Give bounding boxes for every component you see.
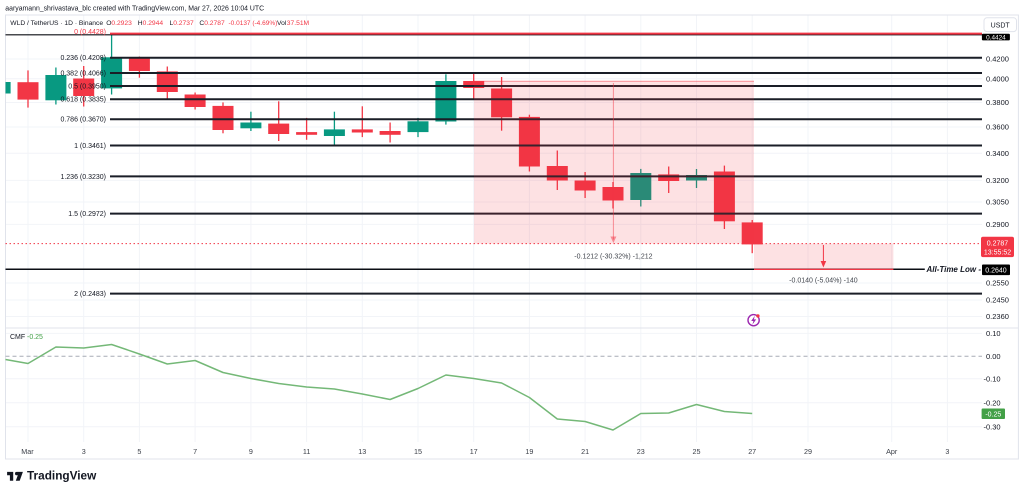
svg-text:Apr: Apr [886, 447, 898, 456]
svg-text:13: 13 [358, 447, 366, 456]
svg-text:0.3800: 0.3800 [986, 98, 1009, 107]
svg-text:-0.0140 (-5.04%) -140: -0.0140 (-5.04%) -140 [789, 278, 858, 285]
svg-text:0.4424: 0.4424 [986, 34, 1006, 41]
svg-text:1.236 (0.3230): 1.236 (0.3230) [60, 174, 106, 181]
svg-text:USDT: USDT [991, 22, 1011, 29]
svg-text:0.4000: 0.4000 [986, 75, 1009, 84]
svg-text:0.4200: 0.4200 [986, 55, 1009, 64]
svg-text:0.2360: 0.2360 [986, 312, 1009, 321]
svg-text:0.2640: 0.2640 [985, 267, 1007, 274]
svg-text:0 (0.4428): 0 (0.4428) [74, 29, 106, 36]
svg-text:-0.30: -0.30 [984, 422, 1001, 431]
svg-text:7: 7 [193, 447, 197, 456]
svg-text:0.3200: 0.3200 [986, 176, 1009, 185]
svg-text:TradingView: TradingView [27, 469, 97, 483]
svg-text:3: 3 [82, 447, 86, 456]
svg-text:-0.25: -0.25 [27, 334, 43, 341]
svg-text:5: 5 [137, 447, 141, 456]
svg-text:All-Time Low -: All-Time Low - [925, 265, 981, 274]
svg-text:1.5 (0.2972): 1.5 (0.2972) [68, 211, 106, 218]
svg-text:25: 25 [693, 447, 701, 456]
svg-text:2 (0.2483): 2 (0.2483) [74, 291, 106, 298]
svg-text:0.2900: 0.2900 [986, 220, 1009, 229]
svg-text:19: 19 [525, 447, 533, 456]
svg-text:aaryamann_shrivastava_blc crea: aaryamann_shrivastava_blc created with T… [5, 5, 264, 12]
svg-text:0.3050: 0.3050 [986, 198, 1009, 207]
svg-text:11: 11 [303, 447, 310, 456]
svg-text:9: 9 [249, 447, 253, 456]
svg-text:0.236 (0.4208): 0.236 (0.4208) [60, 55, 106, 62]
svg-text:CMF: CMF [10, 334, 25, 341]
svg-text:3: 3 [945, 447, 949, 456]
svg-text:0.2450: 0.2450 [986, 296, 1009, 305]
svg-text:-0.20: -0.20 [984, 398, 1001, 407]
svg-text:13:55:52: 13:55:52 [984, 249, 1011, 256]
svg-text:29: 29 [804, 447, 812, 456]
svg-text:1 (0.3461): 1 (0.3461) [74, 143, 106, 150]
svg-text:-0.10: -0.10 [984, 374, 1001, 383]
svg-text:0.382 (0.4066): 0.382 (0.4066) [60, 70, 106, 77]
svg-text:27: 27 [748, 447, 756, 456]
svg-text:0.10: 0.10 [986, 329, 1001, 338]
svg-text:0.2550: 0.2550 [986, 279, 1009, 288]
svg-text:17: 17 [470, 447, 478, 456]
svg-text:15: 15 [414, 447, 422, 456]
svg-text:-0.25: -0.25 [985, 411, 1001, 418]
svg-text:23: 23 [637, 447, 645, 456]
svg-text:0.2787: 0.2787 [987, 240, 1009, 247]
svg-text:Mar: Mar [21, 447, 34, 456]
svg-text:0.5 (0.3950): 0.5 (0.3950) [68, 83, 106, 90]
svg-text:21: 21 [581, 447, 589, 456]
svg-text:0.786 (0.3670): 0.786 (0.3670) [60, 117, 106, 124]
svg-text:0.00: 0.00 [986, 352, 1001, 361]
svg-text:0.618 (0.3835): 0.618 (0.3835) [60, 97, 106, 104]
svg-text:0.3600: 0.3600 [986, 123, 1009, 132]
svg-text:-0.1212 (-30.32%) -1,212: -0.1212 (-30.32%) -1,212 [574, 254, 652, 261]
svg-text:0.3400: 0.3400 [986, 149, 1009, 158]
